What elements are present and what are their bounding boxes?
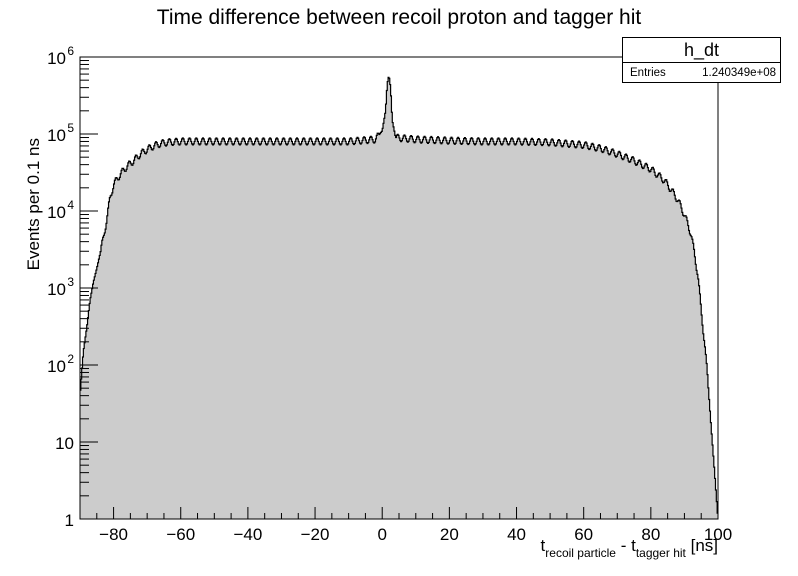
y-tick-exponent: 5: [67, 121, 74, 135]
y-tick-exponent: 6: [67, 44, 74, 58]
x-tick-label: 80: [641, 525, 660, 544]
x-tick-label: 0: [377, 525, 386, 544]
x-tick-label: 60: [574, 525, 593, 544]
x-tick-label: −60: [166, 525, 195, 544]
y-tick-label: 10: [47, 280, 66, 299]
y-axis-label: Events per 0.1 ns: [24, 138, 43, 271]
x-tick-label: 20: [440, 525, 459, 544]
x-tick-label: 40: [507, 525, 526, 544]
y-tick-exponent: 3: [67, 275, 74, 289]
x-tick-label: −80: [99, 525, 128, 544]
y-tick-label: 10: [47, 126, 66, 145]
y-tick-label: 10: [47, 357, 66, 376]
x-tick-label: −40: [233, 525, 262, 544]
entries-value: 1.240349e+08: [702, 67, 776, 79]
y-tick-label: 10: [55, 434, 74, 453]
entries-label: Entries: [630, 67, 666, 79]
histogram-name: h_dt: [623, 38, 780, 63]
histogram-fill: [80, 77, 718, 519]
x-axis-label: trecoil particle - ttagger hit [ns]: [540, 536, 718, 560]
stats-box: h_dt Entries 1.240349e+08: [622, 37, 781, 83]
y-tick-label: 10: [47, 203, 66, 222]
y-tick-label: 1: [65, 511, 74, 530]
entries-row: Entries 1.240349e+08: [623, 63, 780, 84]
y-tick-exponent: 4: [67, 198, 74, 212]
x-tick-label: −20: [301, 525, 330, 544]
y-tick-exponent: 2: [67, 352, 74, 366]
y-tick-label: 10: [47, 49, 66, 68]
histogram-outline: [80, 76, 718, 514]
chart-title: Time difference between recoil proton an…: [156, 6, 642, 29]
x-tick-label: 100: [704, 525, 732, 544]
